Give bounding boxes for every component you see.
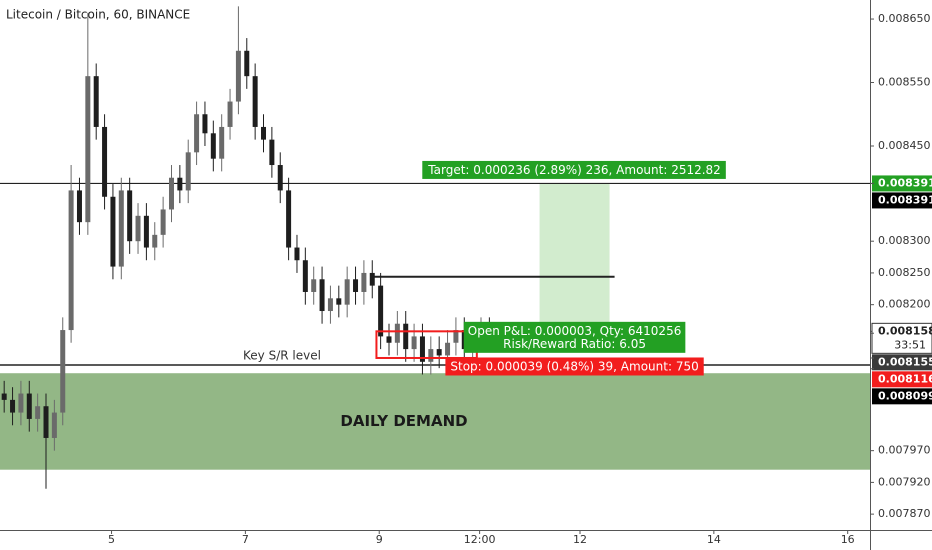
y-tick-label: 0.008650 [878,12,931,25]
candle-body [135,215,141,242]
y-tick-label: 0.008450 [878,139,931,152]
y-tick-label: 0.008250 [878,266,931,279]
candle-body [244,50,250,77]
candle-body [210,133,216,159]
candle-body [453,330,459,343]
candle-body [60,330,66,413]
candle-body [85,76,91,223]
candle-body [327,298,333,312]
candle-body [277,165,283,191]
candle-body [102,126,108,197]
y-tick-label: 0.008300 [878,234,931,247]
demand-zone-label: DAILY DEMAND [340,412,467,430]
candle-body [369,272,375,286]
candle-body [378,285,384,337]
price-tag-label: 0.008155 [878,355,932,368]
candle-body [353,279,359,292]
x-tick-label: 16 [841,533,855,546]
candle-body [428,349,434,362]
candle-body [177,177,183,191]
price-tag-label: 0.008391 [878,193,932,206]
y-tick-label: 0.007920 [878,475,931,488]
y-tick-label: 0.008200 [878,298,931,311]
candle-body [43,406,49,438]
x-tick-label: 12 [573,533,587,546]
candle-body [319,279,325,312]
label-box [422,160,726,179]
y-tick-label: 0.007970 [878,444,931,457]
candle-body [10,399,16,413]
y-tick-label: 0.008550 [878,76,931,89]
target-label: Target: 0.000236 (2.89%) 236, Amount: 25… [427,163,721,177]
candle-body [311,279,317,292]
candle-body [302,260,308,292]
candle-body [118,190,124,267]
x-tick-label: 9 [376,533,383,546]
price-tag [872,192,932,209]
demand-zone [0,373,870,470]
candle-body [93,76,99,127]
candle-body [194,114,200,153]
x-tick-label: 14 [707,533,721,546]
candle-body [261,126,267,140]
target-area [539,183,610,332]
candle-body [445,342,451,356]
ratio-label: Risk/Reward Ratio: 6.05 [503,337,646,351]
price-tag-label: 0.008158 [878,324,932,337]
candle-body [252,76,258,127]
candle-body [26,393,32,419]
candle-body [185,152,191,191]
chart-title: Litecoin / Bitcoin, 60, BINANCE [6,8,190,22]
price-tag-countdown: 33:51 [894,338,926,351]
candle-body [419,336,425,362]
candle-body [152,234,158,248]
candle-body [76,190,82,223]
x-tick-label: 7 [242,533,249,546]
stop-label: Stop: 0.000039 (0.48%) 39, Amount: 750 [450,359,698,373]
pnl-label: Open P&L: 0.000003, Qty: 6410256 [468,324,682,338]
candle-body [361,272,367,292]
y-tick-label: 0.007870 [878,507,931,520]
price-tag-label: 0.008391 [878,176,932,189]
candle-body [51,412,57,438]
candle-body [286,190,292,248]
candle-body [294,247,300,261]
candle-body [127,190,133,242]
candle-body [168,177,174,210]
candle-body [386,336,392,343]
price-tag [871,322,932,354]
candle-body [436,349,442,356]
price-tag-label: 0.008116 [878,372,932,385]
price-tag [872,354,932,371]
x-tick-label: 5 [108,533,115,546]
candle-body [403,323,409,350]
candle-body [1,393,7,400]
candle-body [110,196,116,267]
candle-body [269,139,275,166]
candle-body [394,323,400,343]
candle-body [344,279,350,305]
pnl-box [463,321,686,353]
support-line-label: Key S/R level [243,348,321,362]
price-tag-label: 0.008099 [878,389,932,402]
x-tick-label: 12:00 [464,533,496,546]
candle-body [219,126,225,159]
candle-body [336,298,342,305]
candle-body [202,114,208,134]
candle-body [235,50,241,102]
candle-body [143,215,149,248]
price-tag [872,175,932,192]
candle-body [68,190,74,331]
candle-body [18,393,24,413]
price-tag [872,371,932,388]
candle-body [411,336,417,350]
price-tag [872,388,932,405]
candle-body [35,406,41,419]
candle-body [227,101,233,127]
candle-body [160,209,166,235]
label-box [445,357,704,376]
